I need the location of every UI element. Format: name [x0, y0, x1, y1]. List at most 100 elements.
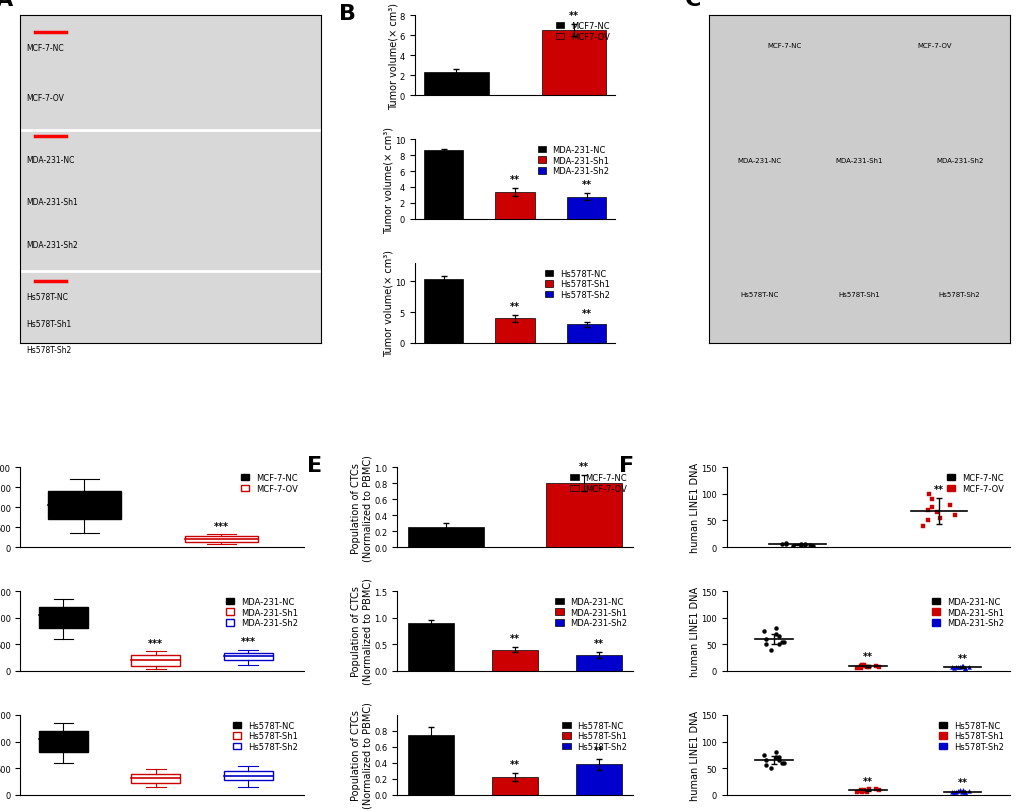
Point — [852, 660, 868, 673]
Point — [956, 662, 972, 675]
Point — [796, 539, 812, 551]
Text: MCF-7-OV: MCF-7-OV — [916, 43, 951, 49]
Point — [853, 785, 869, 798]
Bar — [424, 280, 463, 343]
Text: **: ** — [579, 461, 589, 472]
Point — [954, 659, 970, 672]
Y-axis label: Population of CTCs
(Normalized to PBMC): Population of CTCs (Normalized to PBMC) — [351, 578, 373, 684]
Text: **: ** — [581, 308, 591, 319]
Point — [773, 757, 790, 770]
Text: **: ** — [957, 777, 967, 787]
Point — [858, 660, 874, 673]
Point — [870, 784, 887, 797]
Point — [956, 786, 972, 799]
Point — [867, 783, 883, 796]
Point — [775, 757, 792, 770]
Bar — [39, 607, 88, 629]
Y-axis label: human LINE1 DNA: human LINE1 DNA — [689, 462, 699, 552]
Point — [855, 659, 871, 672]
Point — [770, 751, 787, 764]
Point — [770, 630, 787, 643]
Bar — [408, 527, 483, 547]
Text: C: C — [684, 0, 701, 10]
Bar — [567, 197, 605, 220]
Point — [757, 753, 773, 766]
Point — [920, 487, 936, 500]
Text: ***: *** — [214, 521, 228, 531]
Legend: MDA-231-NC, MDA-231-Sh1, MDA-231-Sh2: MDA-231-NC, MDA-231-Sh1, MDA-231-Sh2 — [535, 144, 610, 178]
Point — [776, 538, 793, 551]
Point — [951, 784, 967, 797]
Text: Hs578T-NC: Hs578T-NC — [739, 292, 777, 298]
Text: MDA-231-Sh1: MDA-231-Sh1 — [835, 157, 882, 164]
Legend: MCF7-NC, MCF7-OV: MCF7-NC, MCF7-OV — [553, 20, 610, 43]
Point — [775, 635, 792, 648]
Point — [757, 638, 773, 651]
Text: Hs578T-NC: Hs578T-NC — [26, 293, 68, 302]
Point — [849, 662, 865, 675]
Text: **: ** — [594, 744, 603, 755]
Point — [944, 661, 960, 674]
Point — [951, 660, 967, 673]
Legend: MDA-231-NC, MDA-231-Sh1, MDA-231-Sh2: MDA-231-NC, MDA-231-Sh1, MDA-231-Sh2 — [553, 595, 629, 629]
Bar — [495, 192, 534, 220]
Text: **: ** — [569, 11, 579, 21]
Bar — [131, 774, 180, 783]
Point — [855, 784, 871, 797]
Point — [930, 512, 947, 525]
Point — [860, 783, 876, 796]
Point — [953, 660, 969, 673]
Text: **: ** — [510, 174, 520, 185]
Bar — [223, 771, 272, 780]
Point — [852, 783, 868, 796]
Point — [960, 784, 976, 797]
Text: **: ** — [594, 638, 603, 648]
Point — [956, 662, 972, 675]
Point — [755, 749, 771, 762]
Y-axis label: Population of CTCs
(Normalized to PBMC): Population of CTCs (Normalized to PBMC) — [351, 454, 372, 561]
Point — [792, 539, 808, 552]
Point — [927, 506, 944, 519]
Text: **: ** — [862, 651, 872, 661]
Text: MDA-231-Sh2: MDA-231-Sh2 — [26, 241, 78, 250]
Point — [947, 785, 963, 798]
Point — [757, 633, 773, 646]
Text: MCF-7-OV: MCF-7-OV — [26, 93, 64, 102]
Point — [773, 539, 790, 551]
Legend: Hs578T-NC, Hs578T-Sh1, Hs578T-Sh2: Hs578T-NC, Hs578T-Sh1, Hs578T-Sh2 — [560, 719, 629, 753]
Point — [855, 784, 871, 797]
Point — [849, 786, 865, 799]
Point — [956, 786, 972, 799]
Text: MCF-7-NC: MCF-7-NC — [766, 43, 801, 49]
Bar — [48, 491, 120, 520]
Y-axis label: Tumor volume(× cm³): Tumor volume(× cm³) — [388, 2, 398, 109]
Point — [960, 661, 976, 674]
Text: B: B — [338, 4, 356, 24]
Text: ***: *** — [148, 637, 163, 648]
Legend: MCF-7-NC, MCF-7-OV: MCF-7-NC, MCF-7-OV — [238, 472, 299, 495]
Legend: MDA-231-NC, MDA-231-Sh1, MDA-231-Sh2: MDA-231-NC, MDA-231-Sh1, MDA-231-Sh2 — [929, 595, 1005, 629]
Bar — [567, 325, 605, 343]
Bar — [576, 655, 622, 672]
Text: MDA-231-Sh2: MDA-231-Sh2 — [935, 157, 982, 164]
Bar — [131, 655, 180, 666]
Legend: MCF-7-NC, MCF-7-OV: MCF-7-NC, MCF-7-OV — [945, 472, 1005, 495]
Point — [944, 785, 960, 798]
Bar — [39, 731, 88, 753]
Point — [852, 784, 868, 797]
Point — [946, 662, 962, 675]
Bar — [546, 483, 622, 547]
Text: E: E — [307, 456, 322, 476]
Point — [767, 628, 784, 641]
Point — [949, 784, 965, 797]
Y-axis label: Tumor volume(× cm³): Tumor volume(× cm³) — [383, 127, 393, 234]
Text: MDA-231-Sh1: MDA-231-Sh1 — [26, 198, 78, 207]
Y-axis label: Population of CTCs
(Normalized to PBMC): Population of CTCs (Normalized to PBMC) — [351, 702, 372, 809]
Text: Hs578T-Sh1: Hs578T-Sh1 — [838, 292, 879, 298]
Point — [947, 660, 963, 673]
Point — [792, 539, 808, 551]
Point — [769, 638, 786, 651]
Text: A: A — [0, 0, 13, 10]
Point — [853, 659, 869, 672]
Y-axis label: human LINE1 DNA: human LINE1 DNA — [689, 710, 699, 800]
